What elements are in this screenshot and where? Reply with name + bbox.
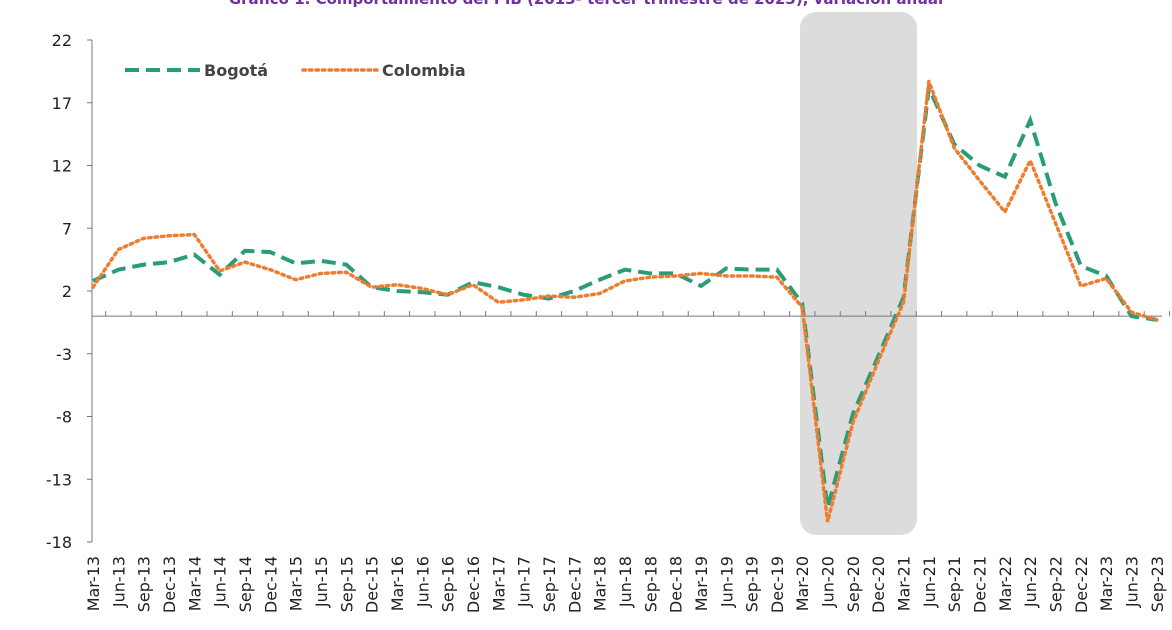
x-tick-label: Dec-14 — [261, 556, 280, 613]
x-tick-label: Sep-16 — [439, 556, 458, 612]
x-tick-label: Sep-22 — [1047, 556, 1066, 612]
x-tick-label: Sep-21 — [945, 556, 964, 612]
x-tick-label: Dec-18 — [667, 556, 686, 613]
x-tick-label: Dec-20 — [869, 556, 888, 613]
x-tick-label: Jun-15 — [312, 556, 331, 608]
series-line — [92, 80, 1158, 509]
x-tick-label: Mar-14 — [185, 556, 204, 611]
x-tick-label: Dec-22 — [1072, 556, 1091, 613]
x-tick-label: Jun-16 — [413, 556, 432, 608]
y-tick-label: 7 — [62, 219, 72, 238]
x-tick-label: Mar-19 — [692, 556, 711, 611]
chart-title: Gráfico 1. Comportamiento del PIB (2013-… — [229, 0, 943, 8]
y-tick-label: 17 — [52, 94, 72, 113]
y-tick-label: -3 — [56, 345, 72, 364]
x-tick-label: Jun-18 — [616, 556, 635, 608]
x-tick-label: Dec-13 — [160, 556, 179, 613]
x-tick-label: Mar-22 — [996, 556, 1015, 611]
x-tick-label: Dec-17 — [565, 556, 584, 613]
x-tick-label: Sep-20 — [844, 556, 863, 612]
x-tick-label: Sep-23 — [1148, 556, 1167, 612]
y-tick-label: -13 — [46, 470, 72, 489]
x-tick-label: Jun-13 — [109, 556, 128, 608]
x-tick-label: Sep-15 — [337, 556, 356, 612]
legend-label: Bogotá — [204, 61, 268, 80]
x-tick-label: Mar-21 — [895, 556, 914, 611]
x-tick-label: Sep-18 — [641, 556, 660, 612]
x-tick-label: Mar-16 — [388, 556, 407, 611]
x-tick-label: Sep-14 — [236, 556, 255, 612]
y-tick-label: 22 — [52, 31, 72, 50]
x-tick-label: Mar-13 — [84, 556, 103, 611]
x-tick-label: Mar-15 — [287, 556, 306, 611]
x-tick-label: Mar-23 — [1097, 556, 1116, 611]
x-tick-label: Sep-19 — [743, 556, 762, 612]
x-tick-label: Mar-17 — [489, 556, 508, 611]
series-line — [91, 80, 1159, 523]
x-tick-label: Sep-13 — [135, 556, 154, 612]
x-tick-label: Jun-14 — [211, 556, 230, 608]
x-tick-label: Jun-21 — [920, 556, 939, 608]
x-tick-label: Mar-20 — [793, 556, 812, 611]
y-tick-label: 12 — [52, 157, 72, 176]
recession-shade — [800, 12, 917, 535]
x-tick-label: Jun-22 — [1021, 556, 1040, 608]
x-tick-label: Dec-15 — [363, 556, 382, 613]
x-tick-label: Jun-17 — [515, 556, 534, 608]
x-tick-label: Jun-23 — [1123, 556, 1142, 608]
y-tick-label: 2 — [62, 282, 72, 301]
x-tick-label: Mar-18 — [591, 556, 610, 611]
x-tick-label: Jun-19 — [717, 556, 736, 608]
x-tick-label: Dec-19 — [768, 556, 787, 613]
y-tick-label: -8 — [56, 408, 72, 427]
x-tick-label: Dec-16 — [464, 556, 483, 613]
legend-label: Colombia — [382, 61, 466, 80]
y-tick-label: -18 — [46, 533, 72, 552]
x-tick-label: Sep-17 — [540, 556, 559, 612]
x-tick-label: Jun-20 — [819, 556, 838, 608]
x-tick-label: Dec-21 — [971, 556, 990, 613]
